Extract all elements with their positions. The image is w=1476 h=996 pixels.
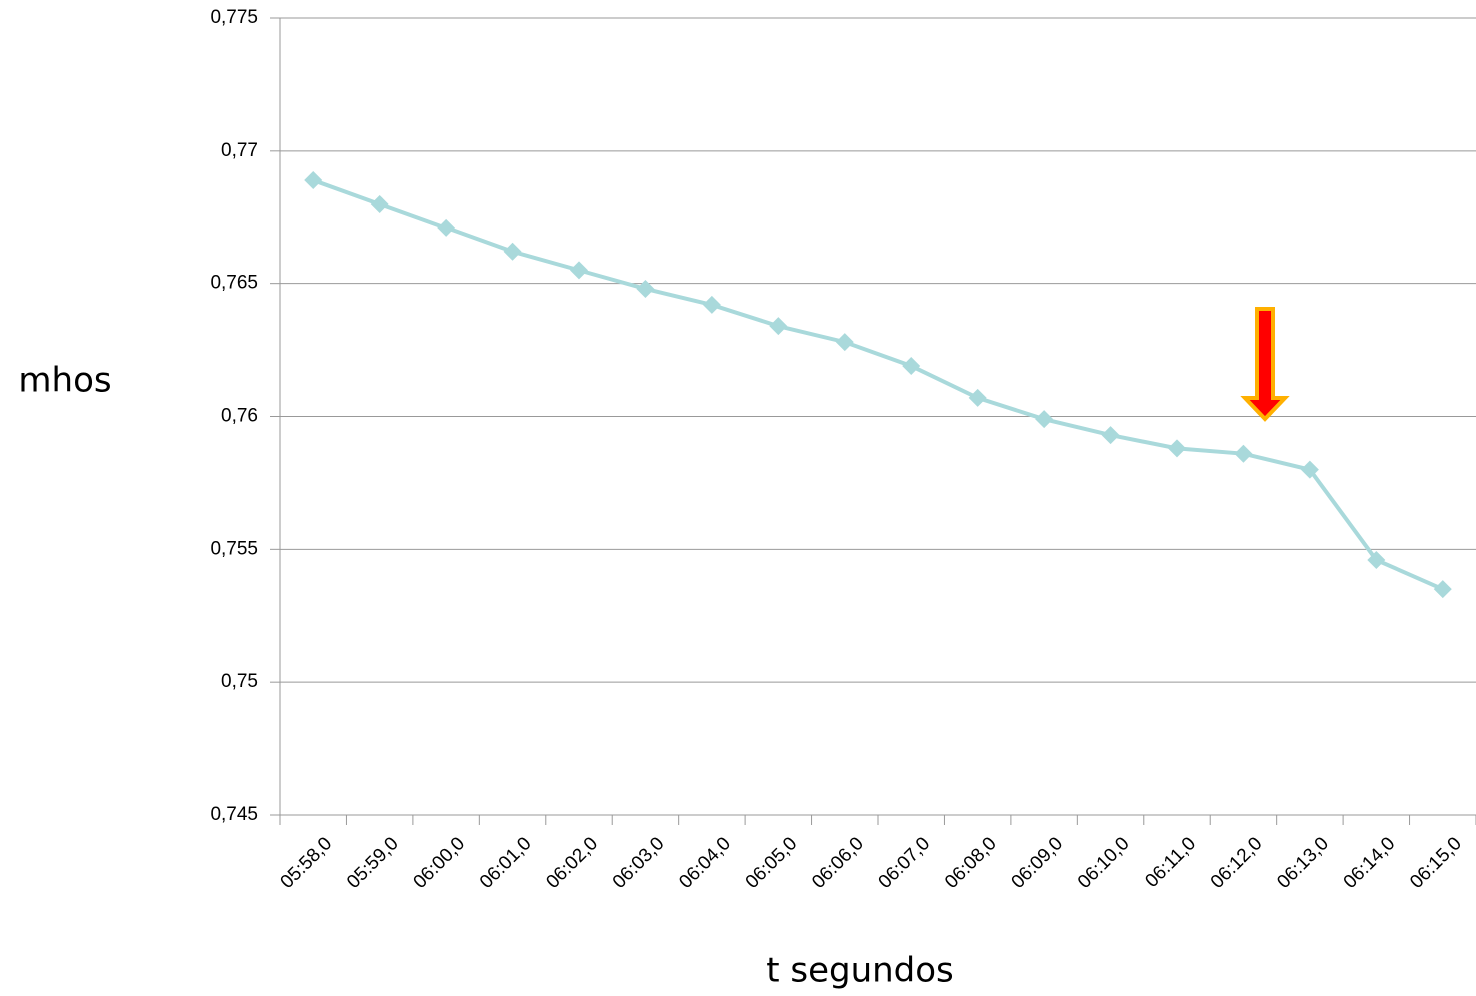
x-tick-label: 05:59,0 <box>343 833 403 893</box>
marker <box>304 171 323 190</box>
marker <box>1300 460 1319 479</box>
x-tick-label: 06:04,0 <box>675 833 735 893</box>
marker <box>835 333 854 352</box>
x-tick-label: 06:12,0 <box>1207 833 1267 893</box>
marker <box>702 295 721 314</box>
marker <box>570 261 588 280</box>
marker <box>1433 580 1452 599</box>
y-tick-label: 0,775 <box>210 7 258 28</box>
x-tick-label: 05:58,0 <box>277 833 337 893</box>
x-tick-label: 06:01,0 <box>476 833 536 893</box>
marker <box>902 357 921 376</box>
y-tick-label: 0,755 <box>210 538 258 559</box>
x-tick-label: 06:06,0 <box>808 833 868 893</box>
y-tick-label: 0,745 <box>210 804 258 825</box>
marker <box>1367 550 1386 569</box>
marker <box>1168 439 1186 458</box>
line <box>312 178 1444 592</box>
marker <box>769 317 788 336</box>
x-tick-label: 06:00,0 <box>410 833 470 893</box>
x-tick-label: 06:10,0 <box>1074 833 1134 893</box>
x-tick-label: 06:03,0 <box>609 833 669 893</box>
marker <box>968 388 987 407</box>
y-tick-label: 0,76 <box>221 406 258 427</box>
marker <box>1035 410 1054 429</box>
marker <box>437 218 456 237</box>
marker <box>1101 426 1120 445</box>
y-axis-title: mhos <box>18 361 111 401</box>
marker <box>636 279 655 298</box>
x-axis-title: t segundos <box>766 951 954 991</box>
x-tick-label: 06:11,0 <box>1141 833 1200 892</box>
x-tick-label: 06:02,0 <box>542 833 602 893</box>
marker <box>503 242 522 261</box>
y-tick-label: 0,765 <box>210 273 258 294</box>
y-tick-label: 0,75 <box>221 671 258 692</box>
x-tick-label: 06:07,0 <box>875 833 935 893</box>
x-tick-label: 06:09,0 <box>1008 833 1068 893</box>
x-tick-label: 06:05,0 <box>742 833 802 893</box>
arrow-annotation <box>1240 307 1290 422</box>
marker <box>370 194 389 213</box>
y-tick-label: 0,77 <box>221 140 258 161</box>
x-tick-label: 06:14,0 <box>1340 833 1400 893</box>
x-tick-label: 06:08,0 <box>941 833 1001 893</box>
x-tick-label: 06:15,0 <box>1406 833 1466 893</box>
x-tick-label: 06:13,0 <box>1273 833 1333 893</box>
marker <box>1234 444 1253 463</box>
